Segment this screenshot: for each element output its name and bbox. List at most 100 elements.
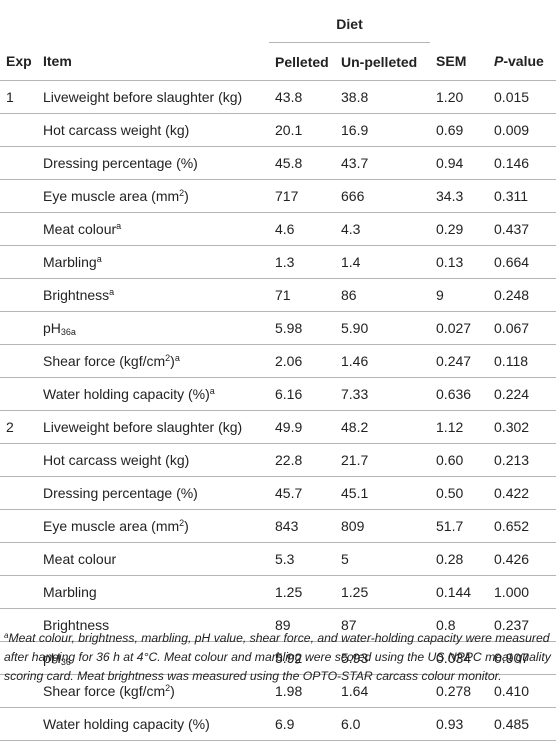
sem-cell: 51.7 <box>430 509 489 543</box>
sem-cell: 0.94 <box>430 146 489 180</box>
p-value-cell: 0.015 <box>488 80 556 114</box>
item-label: pH <box>43 320 61 336</box>
exp-cell <box>0 377 37 411</box>
p-value-cell: 0.652 <box>488 509 556 543</box>
table-row: 1 Liveweight before slaughter (kg) 43.8 38.… <box>0 80 556 114</box>
unpelleted-cell: 6.0 <box>335 707 431 741</box>
sem-cell: 0.69 <box>430 113 489 147</box>
pelleted-cell: 1.3 <box>269 245 335 279</box>
exp-cell <box>0 113 37 147</box>
table-header: Diet Exp Item Pelleted Un-pelleted SEM P… <box>0 0 556 81</box>
pelleted-cell: 6.9 <box>269 707 335 741</box>
item-label: Hot carcass weight (kg) <box>43 122 190 138</box>
item-cell: Water holding capacity (%) <box>37 707 269 741</box>
unpelleted-cell: 1.46 <box>335 344 431 378</box>
unpelleted-cell: 38.8 <box>335 80 431 114</box>
unpelleted-cell: 43.7 <box>335 146 431 180</box>
pelleted-header: Pelleted <box>269 42 335 81</box>
item-label: Brightness <box>43 287 110 303</box>
unpelleted-cell: 16.9 <box>335 113 431 147</box>
pelleted-cell: 1.25 <box>269 575 335 609</box>
item-label: Water holding capacity (%) <box>43 386 210 402</box>
p-value-cell: 0.146 <box>488 146 556 180</box>
pelleted-cell: 5.3 <box>269 542 335 576</box>
item-cell: pH36 <box>37 641 269 675</box>
item-cell: Meat colour <box>37 542 269 576</box>
table-row: pH36 5.92 5.93 0.034 0.907 <box>0 641 556 675</box>
sem-cell: 0.247 <box>430 344 489 378</box>
exp-cell <box>0 608 37 642</box>
item-label: Marbling <box>43 584 97 600</box>
p-value-cell: 0.664 <box>488 245 556 279</box>
footnote-marker: a <box>4 631 9 640</box>
exp-cell <box>0 509 37 543</box>
item-superscript: 2 <box>179 188 185 198</box>
pelleted-cell: 1.98 <box>269 674 335 708</box>
pelleted-cell: 43.8 <box>269 80 335 114</box>
sem-cell: 34.3 <box>430 179 489 213</box>
exp-cell <box>0 278 37 312</box>
footnote-text: Meat colour, brightness, marbling, pH va… <box>4 631 551 683</box>
exp-cell <box>0 146 37 180</box>
p-value-cell: 0.907 <box>488 641 556 675</box>
item-label: Liveweight before slaughter (kg) <box>43 419 243 435</box>
item-superscript: 2 <box>165 683 171 693</box>
sem-cell: 0.027 <box>430 311 489 345</box>
sem-cell: 0.278 <box>430 674 489 708</box>
table-row: Meat colour 5.3 5 0.28 0.426 <box>0 542 556 576</box>
unpelleted-cell: 21.7 <box>335 443 431 477</box>
p-value-cell: 0.224 <box>488 377 556 411</box>
item-cell: Water holding capacity (%)a <box>37 377 269 411</box>
table-row: Water holding capacity (%)a 6.16 7.33 0.636… <box>0 377 556 411</box>
sem-cell: 0.13 <box>430 245 489 279</box>
table-row: Dressing percentage (%) 45.7 45.1 0.50 0.422 <box>0 476 556 510</box>
exp-cell <box>0 443 37 477</box>
sem-cell: 9 <box>430 278 489 312</box>
exp-cell <box>0 212 37 246</box>
item-cell: Dressing percentage (%) <box>37 146 269 180</box>
sem-cell: 0.28 <box>430 542 489 576</box>
exp-cell <box>0 707 37 741</box>
p-value-cell: 0.009 <box>488 113 556 147</box>
p-value-cell: 0.302 <box>488 410 556 444</box>
exp-cell: 2 <box>0 410 37 444</box>
item-label: Meat colour <box>43 551 117 567</box>
table-row: Marblinga 1.3 1.4 0.13 0.664 <box>0 245 556 279</box>
pelleted-cell: 6.16 <box>269 377 335 411</box>
item-label: Meat colour <box>43 221 117 237</box>
unpelleted-cell: 5.90 <box>335 311 431 345</box>
item-subscript: 36a <box>60 327 76 337</box>
exp-cell <box>0 179 37 213</box>
pelleted-cell: 89 <box>269 608 335 642</box>
table-row: Eye muscle area (mm2) 717 666 34.3 0.311 <box>0 179 556 213</box>
table-row: Dressing percentage (%) 45.8 43.7 0.94 0.146 <box>0 146 556 180</box>
table-row: Marbling 1.25 1.25 0.144 1.000 <box>0 575 556 609</box>
pelleted-cell: 45.8 <box>269 146 335 180</box>
unpelleted-cell: 5 <box>335 542 431 576</box>
unpelleted-cell: 666 <box>335 179 431 213</box>
item-label: Brightness <box>43 617 110 633</box>
exp-cell <box>0 575 37 609</box>
pelleted-cell: 717 <box>269 179 335 213</box>
item-superscript: a <box>109 287 115 297</box>
sem-cell: 0.636 <box>430 377 489 411</box>
item-cell: Hot carcass weight (kg) <box>37 113 269 147</box>
p-value-cell: 0.248 <box>488 278 556 312</box>
p-value-cell: 1.000 <box>488 575 556 609</box>
p-value-header: P-value <box>488 42 556 81</box>
unpelleted-cell: 86 <box>335 278 431 312</box>
unpelleted-cell: 1.64 <box>335 674 431 708</box>
item-label: Eye muscle area (mm <box>43 518 180 534</box>
item-cell: Liveweight before slaughter (kg) <box>37 410 269 444</box>
exp-cell <box>0 641 37 675</box>
p-value-cell: 0.237 <box>488 608 556 642</box>
item-header: Item <box>37 42 269 81</box>
item-cell: Marblinga <box>37 245 269 279</box>
table-row: Eye muscle area (mm2) 843 809 51.7 0.652 <box>0 509 556 543</box>
exp-cell <box>0 344 37 378</box>
item-label: Eye muscle area (mm <box>43 188 180 204</box>
p-value-cell: 0.118 <box>488 344 556 378</box>
item-label: Dressing percentage (%) <box>43 155 198 171</box>
pelleted-cell: 2.06 <box>269 344 335 378</box>
